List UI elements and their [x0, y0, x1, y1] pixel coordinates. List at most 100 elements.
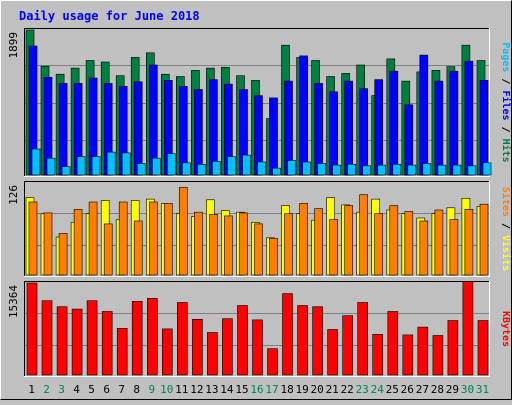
bar-pages-day-31 [482, 162, 492, 176]
bar-sites-day-3 [58, 233, 68, 276]
bar-sites-day-11 [179, 187, 188, 276]
bar-files-day-22 [344, 80, 354, 176]
x-label-day-31: 31 [476, 383, 489, 396]
bar-pages-day-7 [121, 152, 131, 176]
bar-sites-day-4 [73, 209, 83, 276]
x-label-day-27: 27 [416, 383, 429, 396]
x-label-day-9: 9 [148, 383, 155, 396]
bar-kbytes-day-6 [101, 311, 113, 376]
bar-sites-day-5 [88, 201, 98, 276]
bar-pages-day-12 [197, 164, 206, 176]
bar-pages-day-27 [422, 163, 432, 176]
bar-kbytes-day-23 [357, 302, 369, 376]
x-label-day-17: 17 [265, 383, 278, 396]
x-label-day-26: 26 [401, 383, 414, 396]
x-label-day-29: 29 [446, 383, 459, 396]
x-label-day-8: 8 [133, 383, 140, 396]
bar-pages-day-23 [362, 165, 372, 176]
bar-kbytes-day-28 [432, 335, 444, 376]
panel-visits-sites: 126 Sites / Visits [7, 181, 512, 277]
bar-sites-day-8 [133, 220, 143, 276]
bar-sites-day-10 [164, 203, 173, 276]
bar-kbytes-day-24 [372, 333, 384, 376]
bar-files-day-8 [133, 81, 143, 176]
y-max-label: 1899 [7, 32, 20, 59]
bar-sites-day-27 [419, 220, 429, 276]
bar-pages-day-26 [407, 164, 417, 176]
legend-part-4: Hits [500, 139, 512, 163]
bar-pages-day-21 [332, 164, 341, 176]
x-axis-labels: 1 2 3 4 5 6 7 8 9 10 11 12 13 14 15 16 17 18 19 20 21 22 23 24 2… [28, 383, 489, 396]
bar-files-day-27 [419, 54, 429, 176]
bar-sites-day-16 [254, 223, 263, 276]
bar-sites-day-17 [269, 238, 278, 276]
bar-kbytes-day-21 [327, 329, 338, 376]
bar-sites-day-2 [43, 212, 53, 276]
legend-part-0: Sites [500, 187, 512, 217]
x-label-day-21: 21 [326, 383, 339, 396]
bar-pages-day-17 [272, 167, 281, 176]
bar-sites-day-29 [449, 219, 459, 276]
bar-sites-day-22 [344, 205, 354, 276]
bar-pages-day-8 [136, 163, 146, 176]
bar-files-day-23 [359, 88, 369, 176]
bar-pages-day-1 [31, 148, 41, 176]
bar-kbytes-day-4 [71, 308, 83, 376]
bar-pages-day-28 [437, 164, 447, 176]
bar-kbytes-day-22 [342, 315, 354, 376]
x-label-day-19: 19 [295, 383, 308, 396]
x-label-day-10: 10 [160, 383, 173, 396]
bar-kbytes-day-7 [116, 327, 128, 376]
x-label-day-4: 4 [73, 383, 80, 396]
bar-files-day-29 [449, 70, 459, 176]
bar-kbytes-day-13 [207, 332, 218, 376]
bar-files-day-30 [464, 60, 474, 176]
x-label-day-2: 2 [43, 383, 50, 396]
bar-sites-day-15 [239, 212, 248, 276]
chart-title: Daily usage for June 2018 [19, 9, 200, 23]
x-label-day-7: 7 [118, 383, 125, 396]
bar-kbytes-day-29 [447, 320, 459, 376]
bar-kbytes-day-17 [267, 348, 278, 376]
bar-sites-day-19 [299, 203, 308, 276]
bar-files-day-20 [314, 83, 323, 176]
legend-part-3: / [500, 121, 511, 139]
bar-kbytes-day-15 [237, 305, 248, 376]
bar-sites-day-24 [374, 213, 384, 276]
bar-pages-day-4 [76, 156, 86, 176]
bar-pages-day-9 [152, 157, 161, 176]
bar-files-day-21 [329, 91, 338, 176]
bar-sites-day-28 [434, 209, 444, 276]
bar-pages-day-11 [182, 162, 191, 176]
bar-pages-day-16 [257, 161, 266, 176]
bar-kbytes-day-10 [162, 328, 173, 376]
panel-legend-visits-sites: Sites / Visits [500, 187, 512, 271]
legend-part-1: / [500, 217, 511, 235]
panel-kbytes: 15364 KBytes [7, 281, 511, 377]
x-label-day-16: 16 [250, 383, 263, 396]
bar-kbytes-day-12 [192, 318, 203, 376]
x-label-day-1: 1 [28, 383, 35, 396]
bar-sites-day-21 [329, 219, 338, 276]
y-max-label: 15364 [7, 285, 20, 318]
x-label-day-23: 23 [356, 383, 369, 396]
x-label-day-25: 25 [386, 383, 399, 396]
bar-sites-day-23 [359, 194, 369, 276]
x-label-day-12: 12 [190, 383, 203, 396]
bar-pages-day-19 [302, 161, 311, 176]
bar-kbytes-day-16 [252, 319, 263, 376]
bar-kbytes-day-5 [86, 300, 98, 376]
x-label-day-28: 28 [431, 383, 444, 396]
bar-kbytes-day-14 [222, 318, 233, 376]
bar-kbytes-day-1 [26, 282, 38, 376]
bar-sites-day-12 [194, 211, 203, 276]
bar-kbytes-day-25 [387, 311, 399, 376]
bar-kbytes-day-3 [56, 306, 68, 376]
bar-sites-day-20 [314, 208, 323, 276]
x-label-day-24: 24 [371, 383, 385, 396]
bar-pages-day-25 [392, 164, 402, 176]
bar-sites-day-26 [404, 211, 414, 276]
panel-legend-hits-files-pages: Pages / Files / Hits [500, 42, 512, 162]
bar-sites-day-25 [389, 205, 399, 276]
